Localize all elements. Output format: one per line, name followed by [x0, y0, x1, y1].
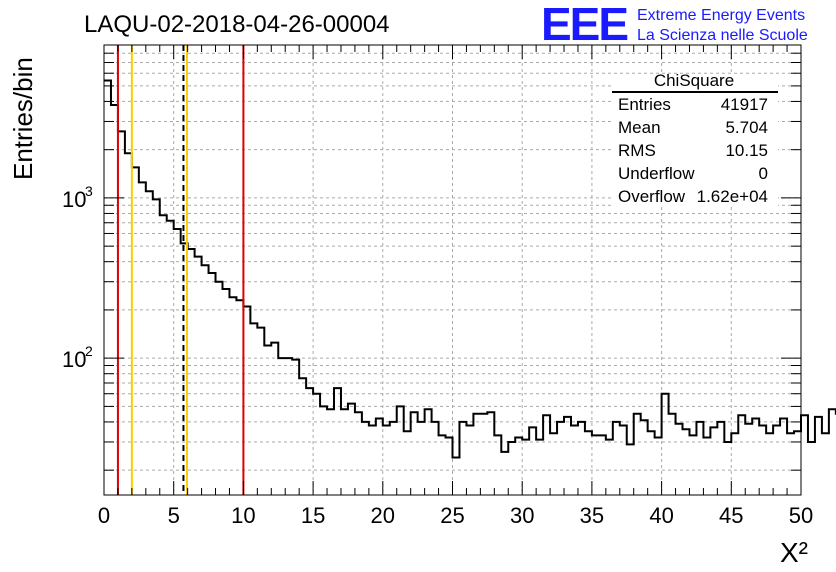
axis-ticks [103, 44, 802, 495]
x-tick-label: 0 [98, 503, 110, 528]
logo-line1: Extreme Energy Events [637, 7, 805, 24]
x-tick-label: 50 [789, 503, 813, 528]
x-axis-label: X² [780, 537, 808, 568]
histogram-line [104, 79, 836, 459]
y-tick-label: 10 [62, 187, 86, 212]
chart-title: LAQU-02-2018-04-26-00004 [84, 11, 390, 38]
stats-title: ChiSquare [654, 71, 734, 90]
x-tick-label: 40 [649, 503, 673, 528]
y-tick-exponent: 3 [85, 183, 93, 199]
stats-box: ChiSquare Entries 41917 Mean 5.704 RMS 10.15 U… [612, 71, 778, 206]
x-tick-labels: 0 5 10 15 20 25 30 35 40 45 50 [98, 503, 813, 528]
reference-lines [116, 45, 245, 495]
stats-value: 41917 [721, 95, 768, 114]
stats-label: Mean [618, 118, 661, 137]
y-tick-label: 10 [62, 347, 86, 372]
logo-line2: La Scienza nelle Scuole [637, 27, 808, 44]
x-tick-label: 5 [168, 503, 180, 528]
stats-value: 10.15 [725, 141, 768, 160]
stats-value: 0 [759, 164, 768, 183]
stats-value: 5.704 [725, 118, 768, 137]
grid [104, 44, 801, 495]
x-tick-label: 20 [371, 503, 395, 528]
x-tick-label: 45 [719, 503, 743, 528]
x-tick-label: 35 [580, 503, 604, 528]
x-tick-label: 25 [440, 503, 464, 528]
x-tick-label: 15 [301, 503, 325, 528]
eee-logo: EEE Extreme Energy Events La Scienza nel… [541, 0, 808, 50]
y-axis-label: Entries/bin [8, 57, 38, 180]
logo-mark: EEE [541, 0, 627, 50]
stats-value: 1.62e+04 [697, 187, 768, 206]
x-tick-label: 30 [510, 503, 534, 528]
y-tick-exponent: 2 [85, 343, 93, 359]
stats-label: Entries [618, 95, 671, 114]
x-tick-label: 10 [231, 503, 255, 528]
stats-label: Overflow [618, 187, 686, 206]
stats-label: Underflow [618, 164, 695, 183]
stats-label: RMS [618, 141, 656, 160]
